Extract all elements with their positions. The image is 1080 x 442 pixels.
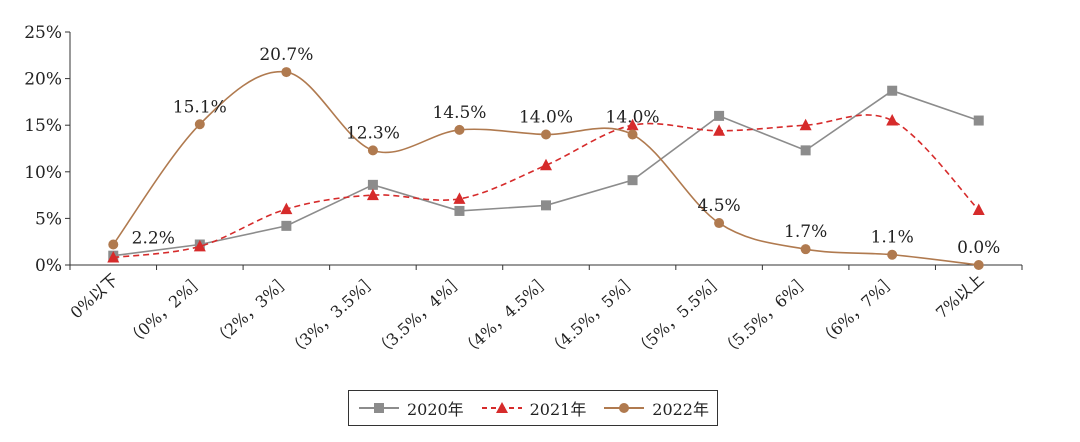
x-tick-label: （0%，2%］ (122, 270, 208, 350)
data-point-square (541, 200, 551, 211)
data-point-circle (367, 145, 378, 156)
y-tick-label: 5% (35, 209, 62, 229)
data-point-triangle (540, 158, 552, 171)
data-point-circle (973, 260, 984, 270)
legend-item-2021: 2021年 (480, 396, 587, 420)
data-label: 14.0% (606, 108, 660, 128)
legend-item-2020: 2020年 (357, 396, 464, 420)
legend-item-2022: 2022年 (602, 396, 709, 420)
data-label: 15.1% (173, 97, 227, 117)
x-tick-label: （4%，4.5%］ (457, 270, 554, 360)
legend-label-2021: 2021年 (529, 400, 587, 419)
chart-legend: 2020年 2021年 2022年 (348, 390, 718, 426)
y-tick-label: 20% (24, 70, 62, 90)
y-tick-label: 10% (24, 163, 62, 183)
legend-label-2020: 2020年 (406, 400, 464, 419)
data-point-square (367, 179, 378, 190)
data-label: 4.5% (697, 196, 740, 216)
x-tick-label: 0%以下 (67, 270, 122, 323)
data-point-triangle (107, 251, 120, 263)
x-tick-label: （3.5%，4%］ (371, 270, 468, 360)
data-point-triangle (453, 192, 466, 204)
y-tick-label: 15% (24, 116, 62, 136)
y-tick-label: 0% (35, 256, 62, 276)
data-point-circle (714, 218, 725, 229)
data-point-square (281, 220, 292, 231)
data-point-circle (800, 244, 811, 255)
x-tick-label: （5.5%，6%］ (717, 270, 814, 360)
x-tick-label: （6%，7%］ (815, 270, 901, 350)
data-point-square (800, 145, 811, 156)
data-point-circle (887, 249, 898, 260)
data-point-triangle (280, 202, 293, 215)
data-label: 0.0% (957, 238, 1000, 258)
data-point-square (627, 175, 638, 186)
legend-marker-square-icon (358, 403, 399, 413)
data-point-circle (627, 129, 638, 140)
data-label: 14.5% (432, 103, 486, 123)
series-line-1 (113, 114, 980, 259)
series-line-2 (112, 70, 979, 266)
data-point-square (454, 205, 465, 216)
x-tick-label: （3%，3.5%］ (284, 270, 381, 360)
data-label: 1.7% (784, 222, 827, 242)
legend-marker-circle-icon (604, 403, 645, 413)
x-tick-label: （5%，5.5%］ (630, 270, 727, 360)
data-label: 12.3% (346, 123, 400, 143)
data-point-triangle (366, 188, 379, 201)
data-point-circle (194, 119, 205, 130)
data-point-square (714, 110, 725, 121)
data-point-circle (454, 124, 465, 135)
x-tick-label: （4.5%，5%］ (544, 270, 641, 360)
data-label: 2.2% (132, 228, 175, 248)
x-tick-label: （2%，3%］ (209, 270, 295, 350)
legend-marker-triangle-icon (481, 402, 522, 413)
data-point-triangle (713, 124, 726, 136)
data-point-triangle (193, 239, 206, 252)
data-point-triangle (799, 118, 812, 131)
data-label: 1.1% (871, 228, 914, 248)
x-tick-label: 7%以上 (932, 270, 987, 323)
data-point-square (973, 115, 984, 126)
data-point-square (887, 85, 898, 96)
data-point-circle (281, 67, 292, 78)
data-point-triangle (886, 114, 899, 126)
legend-label-2022: 2022年 (652, 400, 709, 419)
data-label: 20.7% (259, 45, 313, 65)
data-point-triangle (972, 203, 985, 216)
data-point-circle (108, 239, 119, 250)
data-label: 14.0% (519, 108, 573, 128)
y-tick-label: 25% (24, 23, 62, 43)
data-point-triangle (626, 118, 639, 131)
data-point-circle (541, 129, 551, 140)
